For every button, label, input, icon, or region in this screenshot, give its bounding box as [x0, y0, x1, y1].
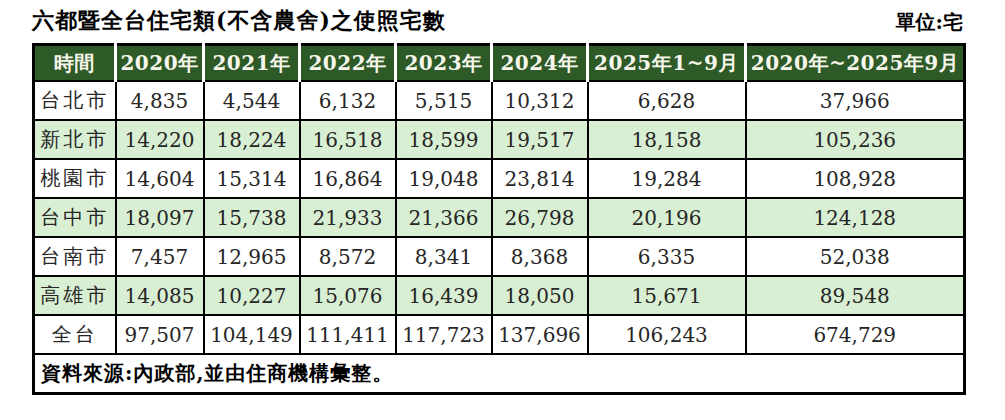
table-cell: 21,366	[396, 198, 492, 237]
table-cell: 97,507	[116, 315, 204, 354]
housing-license-table: 時間 2020年 2021年 2022年 2023年 2024年 2025年1~…	[32, 43, 966, 395]
table-cell: 108,928	[746, 159, 965, 198]
table-cell: 19,517	[492, 120, 588, 159]
table-cell: 18,599	[396, 120, 492, 159]
table-row: 全台97,507104,149111,411117,723137,696106,…	[34, 315, 965, 354]
table-row: 台南市7,45712,9658,5728,3418,3686,33552,038	[34, 237, 965, 276]
table-row: 新北市14,22018,22416,51818,59919,51718,1581…	[34, 120, 965, 159]
table-cell: 19,048	[396, 159, 492, 198]
column-header-2020: 2020年	[116, 45, 204, 82]
column-header-2023: 2023年	[396, 45, 492, 82]
table-cell: 16,864	[300, 159, 396, 198]
table-cell: 137,696	[492, 315, 588, 354]
table-cell: 18,050	[492, 276, 588, 315]
column-header-2022: 2022年	[300, 45, 396, 82]
table-cell: 14,220	[116, 120, 204, 159]
table-cell: 52,038	[746, 237, 965, 276]
page: 六都暨全台住宅類(不含農舍)之使照宅數 單位:宅 時間 2020年 2021年 …	[0, 0, 1005, 395]
unit-label: 單位:宅	[896, 9, 963, 36]
table-row: 桃園市14,60415,31416,86419,04823,81419,2841…	[34, 159, 965, 198]
table-cell: 6,628	[588, 81, 746, 120]
table-cell: 10,312	[492, 81, 588, 120]
table-cell: 15,738	[204, 198, 300, 237]
table-cell: 15,076	[300, 276, 396, 315]
table-cell: 89,548	[746, 276, 965, 315]
table-cell: 20,196	[588, 198, 746, 237]
column-header-2021: 2021年	[204, 45, 300, 82]
row-label: 新北市	[34, 120, 116, 159]
table-cell: 18,224	[204, 120, 300, 159]
table-cell: 10,227	[204, 276, 300, 315]
table-cell: 15,671	[588, 276, 746, 315]
table-cell: 15,314	[204, 159, 300, 198]
column-header-total-period: 2020年~2025年9月	[746, 45, 965, 82]
table-cell: 106,243	[588, 315, 746, 354]
table-cell: 37,966	[746, 81, 965, 120]
table-cell: 14,085	[116, 276, 204, 315]
source-row: 資料來源:內政部,並由住商機構彙整。	[34, 354, 965, 394]
source-note: 資料來源:內政部,並由住商機構彙整。	[34, 354, 965, 394]
row-label: 桃園市	[34, 159, 116, 198]
table-cell: 117,723	[396, 315, 492, 354]
table-cell: 124,128	[746, 198, 965, 237]
table-cell: 19,284	[588, 159, 746, 198]
table-cell: 21,933	[300, 198, 396, 237]
table-cell: 4,544	[204, 81, 300, 120]
table-cell: 23,814	[492, 159, 588, 198]
table-cell: 674,729	[746, 315, 965, 354]
table-cell: 16,439	[396, 276, 492, 315]
table-cell: 7,457	[116, 237, 204, 276]
table-cell: 18,158	[588, 120, 746, 159]
column-header-time: 時間	[34, 45, 116, 82]
table-cell: 111,411	[300, 315, 396, 354]
row-label: 台南市	[34, 237, 116, 276]
column-header-2024: 2024年	[492, 45, 588, 82]
table-cell: 105,236	[746, 120, 965, 159]
table-cell: 5,515	[396, 81, 492, 120]
table-cell: 6,335	[588, 237, 746, 276]
table-cell: 8,341	[396, 237, 492, 276]
table-cell: 6,132	[300, 81, 396, 120]
table-cell: 104,149	[204, 315, 300, 354]
table-cell: 16,518	[300, 120, 396, 159]
table-cell: 8,572	[300, 237, 396, 276]
table-row: 台中市18,09715,73821,93321,36626,79820,1961…	[34, 198, 965, 237]
table-cell: 14,604	[116, 159, 204, 198]
table-cell: 8,368	[492, 237, 588, 276]
table-row: 高雄市14,08510,22715,07616,43918,05015,6718…	[34, 276, 965, 315]
page-title: 六都暨全台住宅類(不含農舍)之使照宅數	[32, 6, 446, 36]
row-label: 台中市	[34, 198, 116, 237]
header-row: 時間 2020年 2021年 2022年 2023年 2024年 2025年1~…	[34, 45, 965, 82]
table-cell: 26,798	[492, 198, 588, 237]
table-cell: 12,965	[204, 237, 300, 276]
table-row: 台北市4,8354,5446,1325,51510,3126,62837,966	[34, 81, 965, 120]
column-header-2025-partial: 2025年1~9月	[588, 45, 746, 82]
title-bar: 六都暨全台住宅類(不含農舍)之使照宅數 單位:宅	[32, 6, 963, 36]
row-label: 全台	[34, 315, 116, 354]
row-label: 台北市	[34, 81, 116, 120]
table-cell: 18,097	[116, 198, 204, 237]
row-label: 高雄市	[34, 276, 116, 315]
table-cell: 4,835	[116, 81, 204, 120]
